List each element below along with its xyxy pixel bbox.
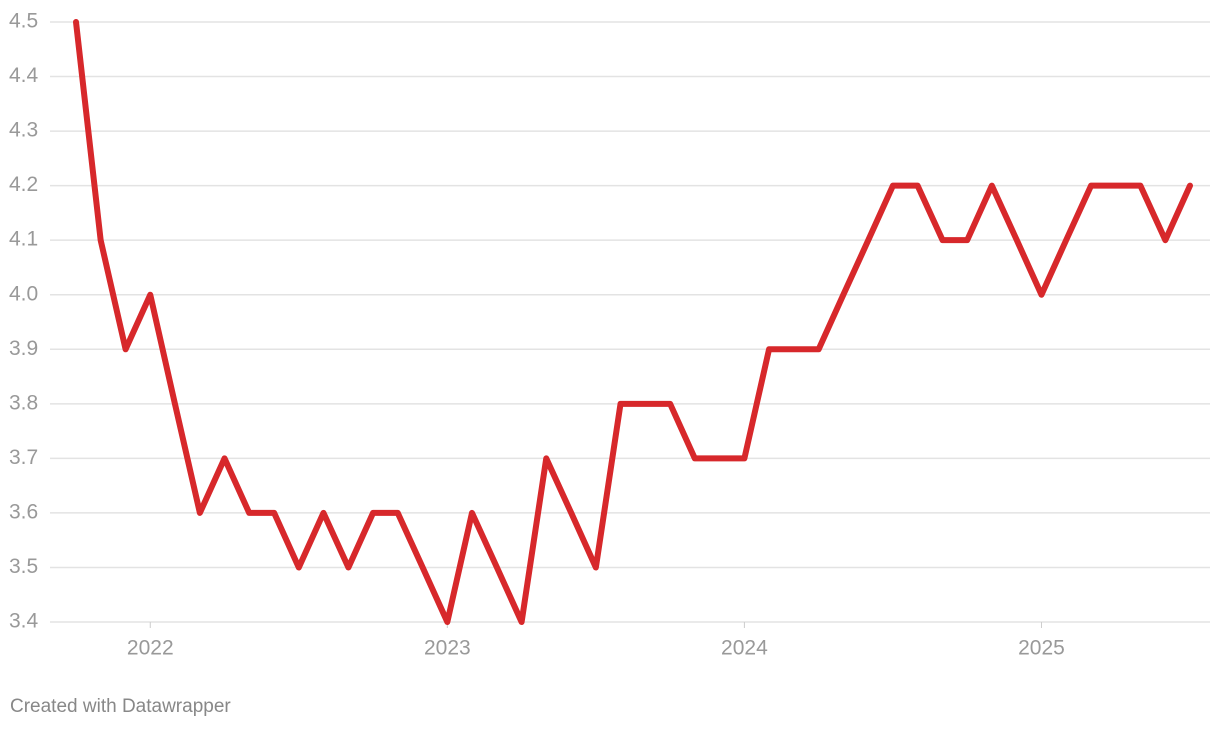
x-tick-label: 2024 (721, 637, 768, 660)
y-tick-label: 3.8 (9, 391, 38, 414)
x-tick-label: 2022 (127, 637, 174, 660)
y-tick-label: 3.4 (9, 610, 39, 633)
x-tick-label: 2023 (424, 637, 471, 660)
y-tick-label: 4.2 (9, 173, 38, 196)
y-tick-label: 3.5 (9, 555, 38, 578)
y-tick-label: 3.6 (9, 500, 38, 523)
y-tick-label: 4.5 (9, 10, 38, 33)
x-tick-label: 2025 (1018, 637, 1065, 660)
y-tick-label: 4.0 (9, 282, 38, 305)
credit: Created with Datawrapper (10, 696, 231, 717)
y-tick-label: 4.4 (9, 64, 39, 87)
y-tick-label: 4.3 (9, 119, 38, 142)
y-tick-label: 3.7 (9, 446, 38, 469)
y-tick-label: 3.9 (9, 337, 38, 360)
line (73, 19, 1193, 625)
y-tick-label: 4.1 (9, 228, 38, 251)
